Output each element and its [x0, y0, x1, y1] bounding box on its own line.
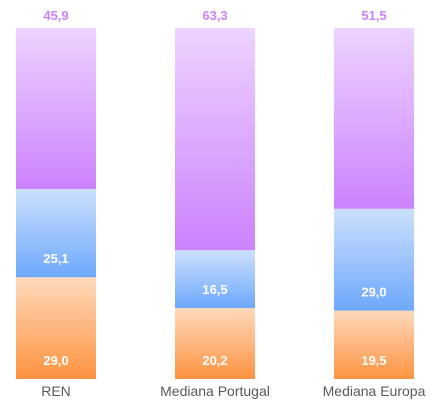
top-value-label: 45,9 [43, 8, 68, 23]
bar-segment-bottom-3 [334, 310, 414, 379]
segment-value-label: 29,0 [361, 285, 386, 300]
segment-value-label: 20,2 [202, 353, 227, 368]
bar-segment-middle-2 [175, 250, 255, 309]
category-label: Mediana Portugal [160, 383, 270, 399]
bars-group [16, 28, 414, 379]
bar-segment-middle-3 [334, 208, 414, 311]
segment-value-label: 25,1 [43, 251, 68, 266]
bar-segment-top-3 [334, 28, 414, 209]
top-value-label: 51,5 [361, 8, 386, 23]
bar-segment-top-1 [16, 28, 96, 190]
segment-value-label: 29,0 [43, 353, 68, 368]
bar-segment-middle-1 [16, 189, 96, 278]
labels-group: 29,0 25,1 45,9 REN 20,2 16,5 63,3 Mediana Portu… [41, 8, 425, 399]
bar-segment-bottom-1 [16, 277, 96, 379]
bar-segment-bottom-2 [175, 308, 255, 379]
category-label: REN [41, 383, 71, 399]
category-label: Mediana Europa [323, 383, 426, 399]
segment-value-label: 19,5 [361, 353, 386, 368]
segment-value-label: 16,5 [202, 282, 227, 297]
bar-segment-top-2 [175, 28, 255, 251]
top-value-label: 63,3 [202, 8, 227, 23]
